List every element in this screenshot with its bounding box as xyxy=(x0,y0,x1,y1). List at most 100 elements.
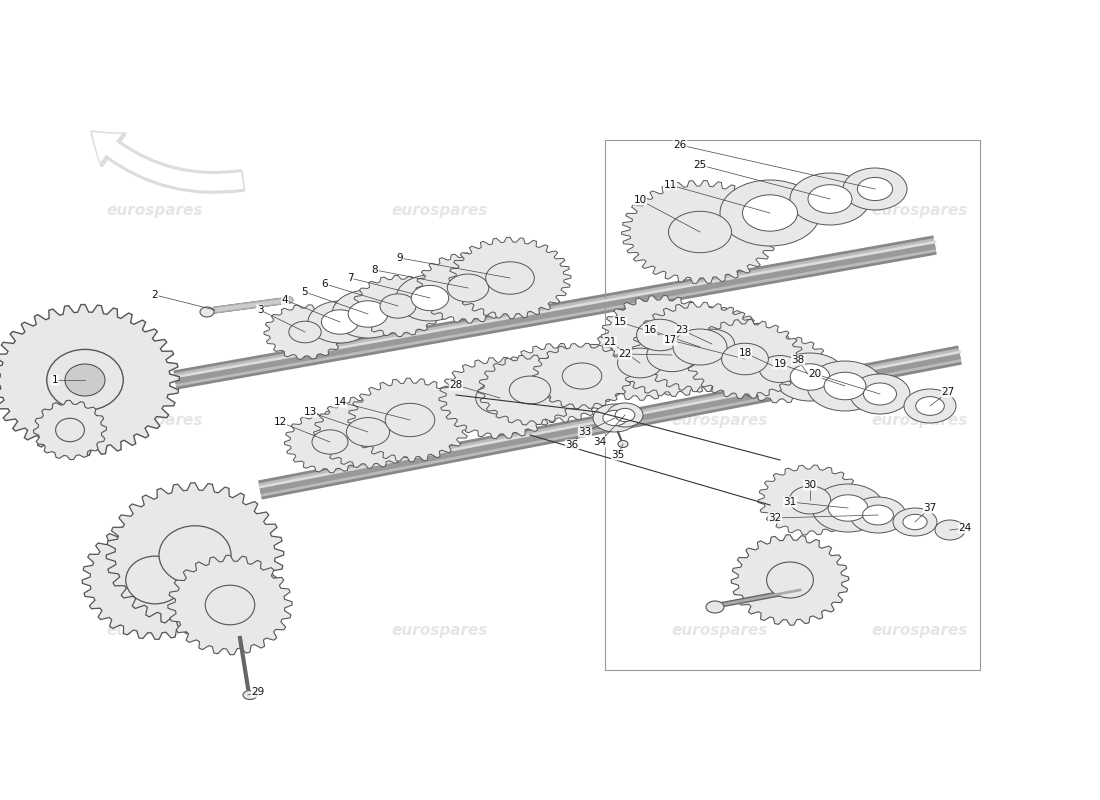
Ellipse shape xyxy=(828,494,868,522)
Text: eurospares: eurospares xyxy=(107,413,204,427)
Polygon shape xyxy=(439,358,561,438)
Ellipse shape xyxy=(903,514,927,530)
Text: 8: 8 xyxy=(372,265,378,275)
Polygon shape xyxy=(656,306,769,382)
Text: 13: 13 xyxy=(304,407,317,417)
Text: 26: 26 xyxy=(673,140,686,150)
Text: 28: 28 xyxy=(450,380,463,390)
Ellipse shape xyxy=(807,361,883,411)
Ellipse shape xyxy=(56,418,85,442)
Ellipse shape xyxy=(706,601,724,613)
Ellipse shape xyxy=(65,364,104,396)
Ellipse shape xyxy=(603,410,627,426)
Ellipse shape xyxy=(850,374,910,414)
Text: 3: 3 xyxy=(256,305,263,315)
Ellipse shape xyxy=(475,382,525,414)
Ellipse shape xyxy=(808,185,852,214)
Text: 19: 19 xyxy=(773,359,786,369)
Ellipse shape xyxy=(862,505,893,525)
Text: 30: 30 xyxy=(803,480,816,490)
Ellipse shape xyxy=(618,441,628,447)
Ellipse shape xyxy=(379,294,416,318)
Polygon shape xyxy=(264,305,346,359)
Ellipse shape xyxy=(332,290,404,338)
Ellipse shape xyxy=(722,343,769,374)
Text: 36: 36 xyxy=(565,440,579,450)
Polygon shape xyxy=(758,465,862,535)
Text: 10: 10 xyxy=(634,195,647,205)
Ellipse shape xyxy=(534,367,581,398)
Text: eurospares: eurospares xyxy=(392,413,488,427)
Ellipse shape xyxy=(607,403,644,427)
Ellipse shape xyxy=(647,338,697,372)
Polygon shape xyxy=(602,295,718,374)
Ellipse shape xyxy=(349,301,388,327)
Polygon shape xyxy=(609,314,735,397)
Polygon shape xyxy=(632,302,767,392)
Ellipse shape xyxy=(308,301,372,343)
Ellipse shape xyxy=(312,430,348,454)
Ellipse shape xyxy=(790,173,870,225)
Polygon shape xyxy=(353,275,443,337)
Ellipse shape xyxy=(774,353,846,401)
Text: eurospares: eurospares xyxy=(672,622,768,638)
Ellipse shape xyxy=(669,211,732,253)
Text: 17: 17 xyxy=(663,335,676,345)
Ellipse shape xyxy=(321,310,359,334)
Text: 32: 32 xyxy=(769,513,782,523)
Ellipse shape xyxy=(509,376,551,404)
Text: 4: 4 xyxy=(282,295,288,305)
Text: eurospares: eurospares xyxy=(672,413,768,427)
Text: eurospares: eurospares xyxy=(871,202,968,218)
Text: 23: 23 xyxy=(675,325,689,335)
Ellipse shape xyxy=(200,307,214,317)
Ellipse shape xyxy=(915,397,944,415)
Text: 15: 15 xyxy=(614,317,627,327)
Text: 2: 2 xyxy=(152,290,158,300)
Text: eurospares: eurospares xyxy=(107,622,204,638)
Text: 1: 1 xyxy=(52,375,58,385)
Ellipse shape xyxy=(243,690,257,699)
Ellipse shape xyxy=(562,363,602,389)
Ellipse shape xyxy=(46,350,123,410)
Text: 16: 16 xyxy=(644,325,657,335)
Text: 20: 20 xyxy=(808,369,822,379)
Text: 31: 31 xyxy=(783,497,796,507)
Polygon shape xyxy=(82,521,228,639)
Ellipse shape xyxy=(637,319,683,350)
Ellipse shape xyxy=(486,262,535,294)
Text: eurospares: eurospares xyxy=(871,413,968,427)
Ellipse shape xyxy=(690,329,735,359)
Ellipse shape xyxy=(790,486,830,514)
Text: 11: 11 xyxy=(663,180,676,190)
Text: eurospares: eurospares xyxy=(107,202,204,218)
Text: 33: 33 xyxy=(579,427,592,437)
Polygon shape xyxy=(449,238,571,318)
Text: 35: 35 xyxy=(612,450,625,460)
Ellipse shape xyxy=(206,586,255,625)
Polygon shape xyxy=(583,326,696,400)
Ellipse shape xyxy=(864,383,896,405)
Ellipse shape xyxy=(742,195,797,231)
Polygon shape xyxy=(416,253,520,323)
Ellipse shape xyxy=(617,348,662,378)
Ellipse shape xyxy=(857,178,892,201)
Ellipse shape xyxy=(160,526,231,584)
Text: 21: 21 xyxy=(604,337,617,347)
Polygon shape xyxy=(168,555,293,654)
Text: 6: 6 xyxy=(321,279,328,289)
Text: eurospares: eurospares xyxy=(871,622,968,638)
Text: eurospares: eurospares xyxy=(672,202,768,218)
Ellipse shape xyxy=(812,484,884,532)
Ellipse shape xyxy=(824,372,866,400)
Polygon shape xyxy=(478,355,582,425)
Ellipse shape xyxy=(615,408,635,422)
Text: 12: 12 xyxy=(274,417,287,427)
Polygon shape xyxy=(686,319,804,398)
Text: 27: 27 xyxy=(942,387,955,397)
Text: 7: 7 xyxy=(346,273,353,283)
Text: 22: 22 xyxy=(618,349,631,359)
Ellipse shape xyxy=(448,274,488,302)
Polygon shape xyxy=(33,400,107,460)
Text: 18: 18 xyxy=(738,348,751,358)
